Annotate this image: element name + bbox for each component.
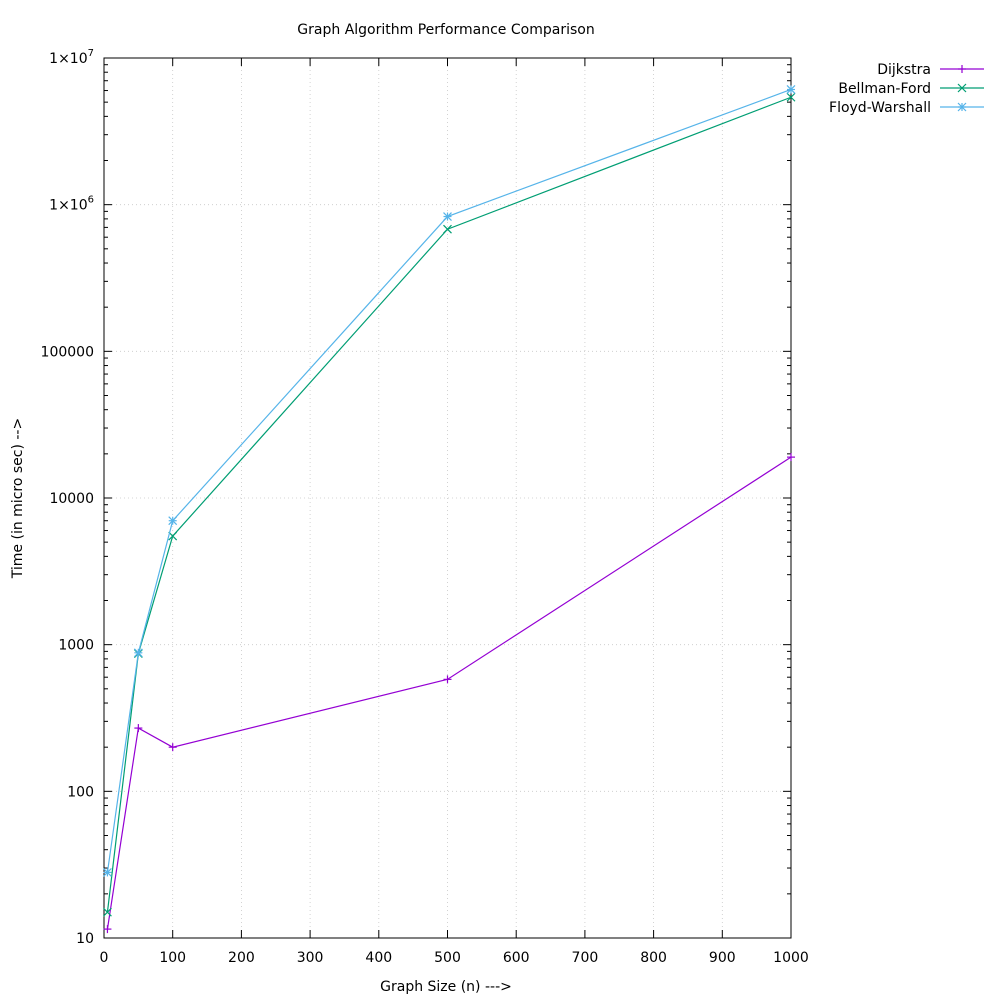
series-line-floyd-warshall	[106, 88, 792, 873]
x-tick-label: 0	[100, 950, 109, 966]
data-point-floyd-warshall	[168, 516, 178, 526]
legend-marker	[957, 83, 967, 93]
data-point-floyd-warshall	[786, 85, 796, 94]
data-point-bellman-ford	[443, 224, 452, 234]
legend-item-bellman-ford: Bellman-Ford	[838, 81, 984, 97]
data-point-dijkstra	[168, 743, 177, 752]
legend-marker	[958, 65, 966, 73]
data-point-dijkstra	[443, 675, 452, 684]
x-tick-label: 400	[365, 950, 392, 966]
legend-label: Dijkstra	[877, 62, 931, 78]
series-line-dijkstra	[106, 456, 792, 930]
data-point-dijkstra	[134, 724, 143, 733]
axis-ticks: 0 100 200 300 400 500 600 700 800 900 1000 10 100 100…	[41, 48, 809, 966]
x-tick-label: 1000	[773, 950, 809, 966]
x-tick-label: 300	[297, 950, 324, 966]
legend-item-dijkstra: Dijkstra	[877, 62, 984, 78]
y-tick-label: 100000	[41, 344, 94, 360]
y-axis-label: Time (in micro sec) -->	[10, 418, 26, 579]
series-floyd-warshall	[103, 85, 796, 877]
legend-label: Floyd-Warshall	[829, 100, 931, 116]
x-tick-label: 800	[640, 950, 667, 966]
data-point-bellman-ford	[103, 907, 112, 917]
legend-marker	[957, 102, 967, 112]
series-dijkstra	[103, 453, 795, 934]
y-tick-label: 10	[76, 931, 94, 947]
y-tick-label: 100	[67, 784, 94, 800]
x-tick-label: 700	[572, 950, 599, 966]
data-point-floyd-warshall	[103, 867, 112, 877]
data-point-dijkstra	[103, 925, 112, 934]
y-tick-label: 1×107	[49, 48, 94, 67]
chart-title: Graph Algorithm Performance Comparison	[297, 22, 594, 38]
data-point-bellman-ford	[168, 531, 178, 541]
data-point-bellman-ford	[786, 92, 796, 102]
x-tick-label: 100	[159, 950, 186, 966]
data-point-floyd-warshall	[443, 212, 452, 221]
series-line-bellman-ford	[106, 96, 792, 913]
x-tick-label: 900	[709, 950, 736, 966]
legend-label: Bellman-Ford	[838, 81, 931, 97]
x-tick-label: 500	[434, 950, 461, 966]
y-tick-label: 1000	[58, 638, 94, 654]
legend-item-floyd-warshall: Floyd-Warshall	[829, 100, 984, 116]
data-point-dijkstra	[787, 453, 795, 462]
y-tick-label: 10000	[49, 491, 94, 507]
series-layer	[103, 85, 796, 934]
y-tick-label: 1×106	[49, 195, 94, 214]
legend: Dijkstra Bellman-Ford Floyd-Warshall	[829, 62, 984, 116]
grid	[104, 58, 791, 938]
x-tick-label: 200	[228, 950, 255, 966]
x-tick-label: 600	[503, 950, 530, 966]
data-point-floyd-warshall	[133, 648, 143, 658]
x-axis-label: Graph Size (n) --->	[380, 979, 512, 995]
